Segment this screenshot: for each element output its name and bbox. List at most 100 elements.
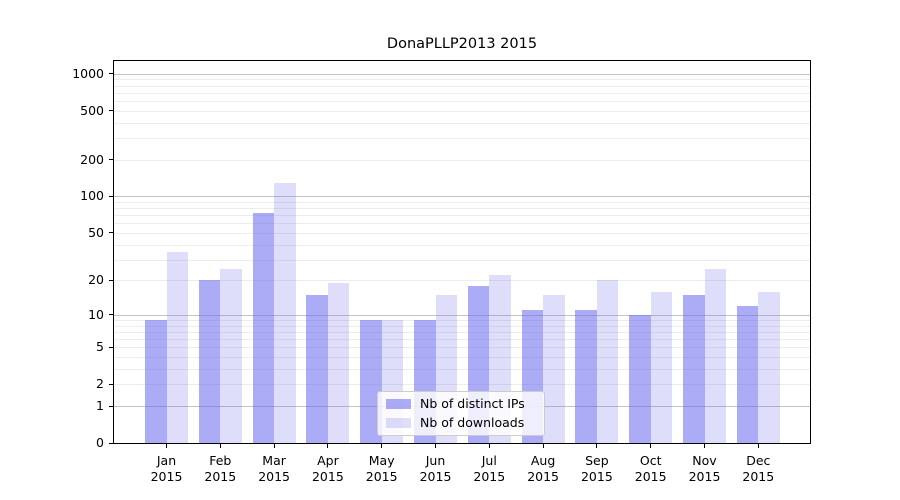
bar-downloads-aug: [543, 294, 565, 443]
bar-downloads-dec: [758, 291, 780, 443]
y-tick-label: 1: [96, 398, 104, 413]
gridline-minor: [114, 368, 810, 370]
x-tick-label: Nov 2015: [688, 453, 721, 484]
x-tick-mark: [327, 444, 329, 448]
y-tick-mark: [109, 279, 113, 281]
gridline-minor: [114, 92, 810, 94]
bar-distinct-ips-apr: [306, 294, 328, 443]
plot-area: Nb of distinct IPs Nb of downloads: [113, 60, 811, 444]
gridline-minor: [114, 122, 810, 124]
bar-distinct-ips-oct: [629, 314, 651, 443]
x-tick-mark: [273, 444, 275, 448]
legend: Nb of distinct IPs Nb of downloads: [377, 391, 545, 436]
gridline-minor: [114, 280, 810, 282]
x-tick-mark: [650, 444, 652, 448]
legend-label-downloads: Nb of downloads: [420, 415, 525, 430]
x-tick-label: Dec 2015: [742, 453, 775, 484]
x-tick-mark: [704, 444, 705, 448]
gridline-minor: [114, 110, 810, 112]
gridline-minor: [114, 339, 810, 340]
gridline-minor: [114, 259, 810, 261]
bar-downloads-oct: [650, 291, 673, 443]
y-tick-label: 500: [80, 102, 104, 118]
gridline-minor: [114, 357, 810, 358]
gridline-minor: [114, 223, 810, 225]
y-tick-mark: [109, 442, 113, 444]
bar-downloads-apr: [327, 282, 350, 443]
gridline-minor: [114, 159, 810, 161]
bar-distinct-ips-dec: [736, 305, 759, 443]
bar-distinct-ips-sep: [575, 310, 597, 443]
bar-distinct-ips-may: [360, 319, 382, 443]
bar-distinct-ips-jan: [145, 319, 167, 443]
bar-downloads-feb: [220, 268, 242, 443]
grid-layer: [114, 61, 810, 443]
y-tick-mark: [109, 73, 113, 75]
y-tick-mark: [109, 346, 113, 348]
y-tick-label: 50: [88, 224, 104, 240]
x-tick-mark: [488, 444, 490, 448]
gridline-minor: [114, 319, 810, 321]
gridline-major: [114, 314, 810, 316]
chart-title: DonaPLLP2013 2015: [386, 36, 538, 52]
x-tick-label: Apr 2015: [311, 453, 344, 484]
bar-distinct-ips-feb: [198, 280, 221, 443]
gridline-minor: [114, 347, 810, 349]
gridline-minor: [114, 331, 810, 333]
x-tick-label: May 2015: [365, 453, 398, 484]
y-tick-mark: [109, 110, 113, 112]
y-tick-label: 100: [80, 188, 104, 204]
bar-distinct-ips-mar: [252, 213, 275, 443]
y-tick-mark: [109, 159, 113, 161]
gridline-major: [114, 196, 810, 198]
y-tick-label: 2: [96, 376, 104, 392]
gridline-minor: [114, 232, 810, 234]
x-tick-label: Jan 2015: [150, 453, 183, 484]
legend-row-downloads: Nb of downloads: [386, 415, 536, 431]
gridline-minor: [114, 244, 810, 246]
y-tick-label: 5: [96, 339, 104, 355]
gridline-minor: [114, 208, 810, 210]
x-tick-label: Mar 2015: [258, 453, 290, 484]
x-tick-mark: [757, 444, 759, 448]
y-tick-mark: [109, 195, 113, 197]
y-tick-mark: [109, 405, 113, 407]
x-tick-mark: [596, 444, 598, 448]
gridline-minor: [114, 101, 810, 102]
x-tick-mark: [166, 444, 167, 448]
x-tick-label: Feb 2015: [204, 453, 237, 484]
y-tick-mark: [109, 314, 113, 316]
x-tick-mark: [219, 444, 221, 448]
bar-downloads-mar: [274, 183, 296, 443]
bar-layer: [114, 61, 810, 443]
gridline-minor: [114, 325, 810, 327]
x-tick-mark: [542, 444, 544, 448]
gridline-minor: [114, 384, 810, 386]
x-tick-label: Oct 2015: [634, 453, 667, 484]
gridline-minor: [114, 85, 810, 87]
bar-distinct-ips-nov: [683, 294, 705, 443]
x-tick-mark: [381, 444, 383, 448]
bar-downloads-jan: [166, 251, 188, 443]
y-tick-label: 20: [88, 272, 104, 288]
x-tick-mark: [435, 444, 436, 448]
gridline-minor: [114, 138, 810, 139]
legend-row-distinct-ips: Nb of distinct IPs: [386, 396, 536, 412]
gridline-minor: [114, 201, 810, 203]
legend-label-distinct-ips: Nb of distinct IPs: [420, 396, 525, 411]
bar-downloads-sep: [596, 280, 619, 443]
gridline-minor: [114, 79, 810, 81]
y-tick-label: 0: [96, 435, 104, 450]
y-tick-label: 1000: [72, 65, 104, 81]
x-tick-label: Aug 2015: [527, 453, 559, 484]
y-tick-label: 10: [88, 306, 104, 322]
x-tick-label: Sep 2015: [580, 453, 613, 484]
y-tick-mark: [109, 383, 113, 385]
x-tick-label: Jul 2015: [473, 453, 506, 484]
legend-swatch-distinct-ips: [386, 399, 411, 409]
y-tick-mark: [109, 232, 113, 234]
gridline-minor: [114, 215, 810, 217]
legend-swatch-downloads: [386, 418, 411, 428]
gridline-major: [114, 73, 810, 75]
